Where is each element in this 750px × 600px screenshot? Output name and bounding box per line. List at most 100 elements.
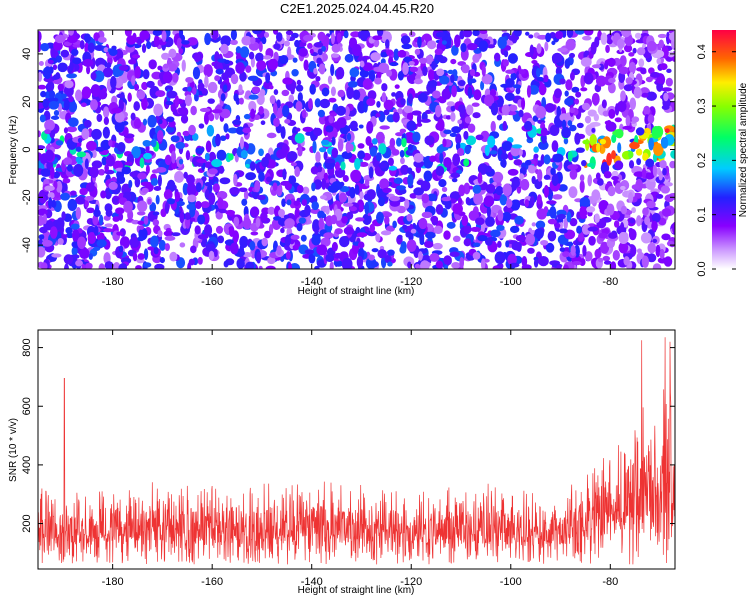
heatmap-cell xyxy=(317,31,326,42)
heatmap-cell xyxy=(298,217,307,224)
heatmap-cell xyxy=(282,168,287,181)
heatmap-cell xyxy=(81,263,86,269)
heatmap-cell xyxy=(608,108,616,119)
heatmap-cell xyxy=(101,156,107,166)
heatmap-cell xyxy=(301,199,308,207)
heatmap-cell xyxy=(267,256,276,265)
heatmap-cell xyxy=(498,263,504,269)
heatmap-cell xyxy=(475,217,485,226)
heatmap-cell xyxy=(595,75,607,87)
colorbar-tick-label: 0.0 xyxy=(696,261,708,276)
heatmap-cell xyxy=(368,254,375,261)
heatmap-cell xyxy=(406,120,417,132)
heatmap-cell xyxy=(150,177,159,186)
heatmap-cell xyxy=(533,258,539,268)
x-tick-label: -80 xyxy=(602,576,618,588)
heatmap-cell xyxy=(116,175,126,184)
heatmap-cell xyxy=(56,217,65,230)
heatmap-cell xyxy=(481,74,493,85)
heatmap-cell xyxy=(497,209,504,222)
heatmap-cell xyxy=(229,186,240,195)
heatmap-cell xyxy=(38,238,43,245)
heatmap-cell xyxy=(102,67,114,78)
heatmap-cell xyxy=(640,232,652,244)
heatmap-cell xyxy=(349,206,358,212)
heatmap-cell xyxy=(599,138,607,145)
heatmap-cell xyxy=(651,126,661,139)
heatmap-cell xyxy=(327,200,334,205)
heatmap-cell xyxy=(569,217,578,227)
heatmap-cell xyxy=(347,80,358,88)
heatmap-cell xyxy=(318,217,325,230)
heatmap-cell xyxy=(375,113,381,118)
heatmap-cell xyxy=(112,197,118,204)
heatmap-cell xyxy=(479,30,488,34)
heatmap-cell xyxy=(511,144,523,149)
heatmap-cell xyxy=(164,201,170,214)
heatmap-cell xyxy=(484,165,493,173)
heatmap-cell xyxy=(594,248,602,259)
heatmap-cell xyxy=(533,153,539,159)
heatmap-cell xyxy=(320,237,331,247)
heatmap-cell xyxy=(304,204,311,217)
heatmap-cell xyxy=(331,43,341,53)
heatmap-cell xyxy=(436,68,445,77)
heatmap-cell xyxy=(205,188,210,199)
heatmap-cell xyxy=(631,184,640,190)
heatmap-cell xyxy=(633,86,642,99)
x-tick-label: -140 xyxy=(301,276,323,288)
heatmap-cell xyxy=(501,141,513,152)
heatmap-cell xyxy=(646,253,657,263)
snr-y-label: SNR (10 * v/v) xyxy=(8,418,19,482)
heatmap-cell xyxy=(384,215,390,225)
heatmap-cell xyxy=(47,80,55,92)
heatmap-cell xyxy=(40,90,47,98)
heatmap-cell xyxy=(294,207,301,220)
heatmap-cell xyxy=(427,193,437,202)
heatmap-cell xyxy=(397,107,404,115)
heatmap-cell xyxy=(641,92,649,98)
heatmap-cell xyxy=(143,215,149,225)
heatmap-cell xyxy=(344,53,354,63)
heatmap-cell xyxy=(239,46,250,58)
heatmap-cell xyxy=(545,32,552,43)
heatmap-cell xyxy=(515,234,526,242)
heatmap-cell xyxy=(518,149,523,156)
heatmap-cell xyxy=(374,77,382,85)
heatmap-cell xyxy=(583,72,594,85)
heatmap-cell xyxy=(433,225,443,234)
heatmap-cell xyxy=(302,34,314,42)
heatmap-cell xyxy=(285,30,294,36)
heatmap-cell xyxy=(409,66,418,73)
heatmap-cell xyxy=(442,138,447,148)
heatmap-cell xyxy=(208,192,216,205)
heatmap-cell xyxy=(283,214,290,220)
heatmap-cell xyxy=(153,103,164,117)
heatmap-cell xyxy=(178,158,184,165)
heatmap-cell xyxy=(536,43,542,54)
heatmap-cell xyxy=(362,213,372,225)
heatmap-cell xyxy=(187,194,197,203)
heatmap-cell xyxy=(311,182,316,192)
heatmap-cell xyxy=(316,244,328,256)
heatmap-cell xyxy=(256,60,267,71)
heatmap-cell xyxy=(646,91,657,101)
heatmap-cell xyxy=(554,222,561,229)
heatmap-cell xyxy=(84,195,95,201)
heatmap-cell xyxy=(88,253,93,260)
heatmap-cell xyxy=(558,220,563,231)
heatmap-cell xyxy=(282,77,293,85)
heatmap-cell xyxy=(86,65,91,75)
heatmap-cell xyxy=(508,110,517,116)
heatmap-cell xyxy=(464,116,472,124)
heatmap-cell xyxy=(366,230,378,237)
heatmap-cell xyxy=(249,240,256,251)
heatmap-cell xyxy=(61,93,67,99)
heatmap-cell xyxy=(450,58,457,65)
heatmap-cell xyxy=(346,86,355,100)
heatmap-cell xyxy=(616,38,625,49)
heatmap-cell xyxy=(341,257,353,269)
heatmap-cell xyxy=(294,132,305,144)
heatmap-cell xyxy=(330,63,335,76)
heatmap-cell xyxy=(480,80,485,91)
